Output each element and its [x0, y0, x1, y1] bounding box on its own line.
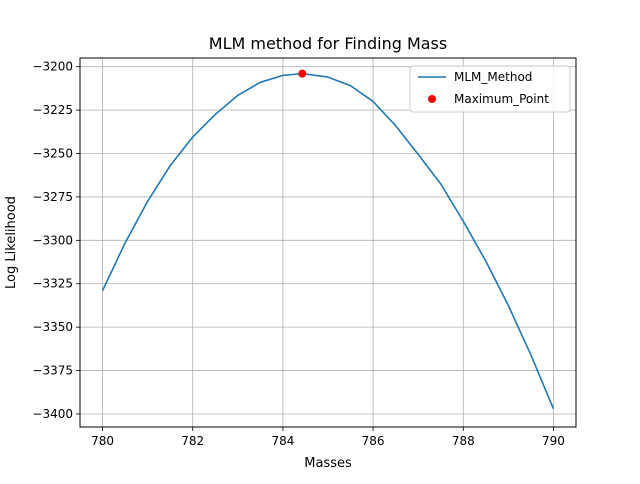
- axis-ticks: 780 782 784 786 788 790 −3200 −3225 −3250 −3275 −3…: [32, 60, 565, 448]
- legend: MLM_Method Maximum_Point: [409, 65, 571, 113]
- y-tick-label: −3275: [32, 190, 73, 204]
- y-tick-label: −3225: [32, 103, 73, 117]
- grid-lines: [80, 58, 576, 427]
- y-tick-label: −3325: [32, 277, 73, 291]
- chart-title: MLM method for Finding Mass: [209, 34, 447, 53]
- x-tick-label: 790: [542, 434, 565, 448]
- legend-entry-label: MLM_Method: [454, 70, 532, 84]
- x-tick-label: 788: [452, 434, 475, 448]
- x-tick-label: 784: [271, 434, 294, 448]
- maximum-point-marker: [298, 69, 307, 78]
- plot-frame: [79, 57, 577, 428]
- y-tick-label: −3250: [32, 147, 73, 161]
- series-line-mlm-method: [101, 72, 555, 410]
- x-tick-label: 786: [362, 434, 385, 448]
- legend-marker-swatch: [428, 95, 436, 103]
- y-tick-label: −3375: [32, 364, 73, 378]
- legend-box: [409, 65, 571, 113]
- y-tick-label: −3350: [32, 320, 73, 334]
- x-tick-label: 780: [91, 434, 114, 448]
- y-axis-label: Log Likelihood: [4, 196, 19, 289]
- series-layer: [101, 69, 555, 410]
- y-tick-label: −3200: [32, 60, 73, 74]
- legend-entry-label: Maximum_Point: [454, 92, 549, 106]
- x-axis-label: Masses: [304, 456, 352, 471]
- y-tick-label: −3300: [32, 233, 73, 247]
- x-tick-label: 782: [181, 434, 204, 448]
- y-tick-label: −3400: [32, 407, 73, 421]
